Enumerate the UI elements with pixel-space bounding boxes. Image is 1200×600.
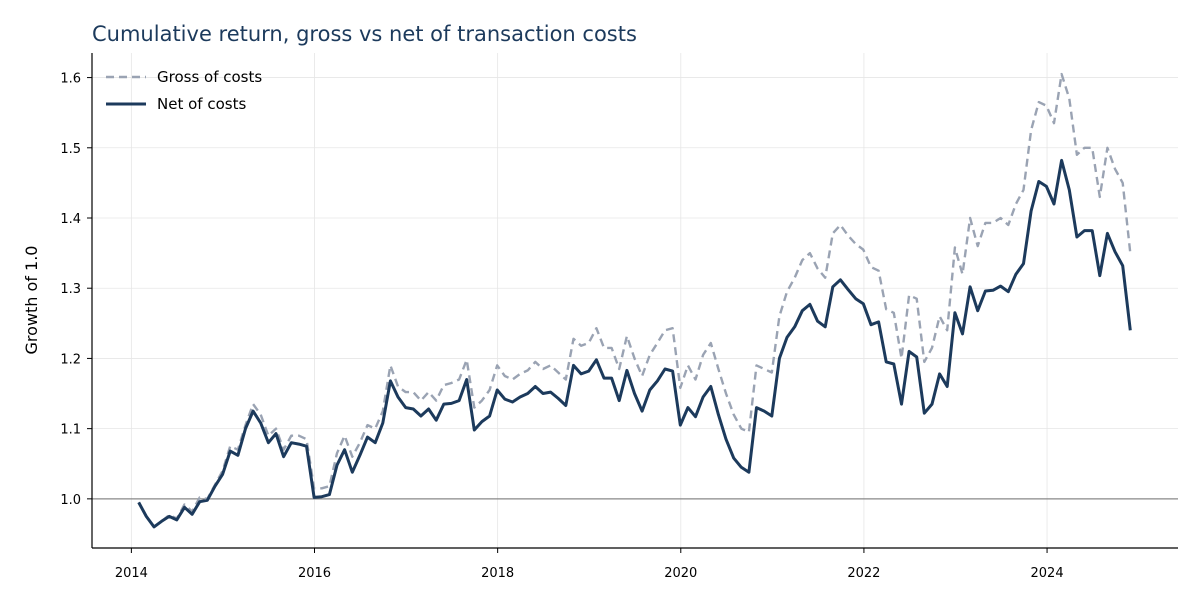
y-tick-label: 1.5 (60, 142, 81, 157)
x-tick-label: 2022 (847, 566, 880, 581)
y-tick-label: 1.6 (60, 72, 81, 87)
y-tick-label: 1.0 (60, 493, 81, 508)
legend-label-gross: Gross of costs (157, 68, 262, 86)
x-tick-label: 2020 (664, 566, 697, 581)
y-tick-label: 1.4 (60, 212, 81, 227)
x-tick-label: 2016 (298, 566, 331, 581)
series-lines (137, 72, 1132, 529)
ticks: 2014 2016 2018 2020 2022 2024 1.0 1.1 1.2 1.3 1.4 1… (60, 72, 1063, 581)
y-tick-label: 1.1 (60, 423, 81, 438)
legend-label-net: Net of costs (157, 95, 246, 113)
x-tick-label: 2014 (115, 566, 148, 581)
x-tick-label: 2018 (481, 566, 514, 581)
chart-title: Cumulative return, gross vs net of trans… (92, 22, 637, 46)
grid (92, 53, 1178, 548)
axes (91, 53, 1178, 549)
series-line-net (137, 158, 1132, 529)
y-tick-label: 1.3 (60, 282, 81, 297)
series-line-gross (137, 72, 1132, 529)
y-tick-label: 1.2 (60, 352, 81, 367)
legend: Gross of costs Net of costs (106, 68, 262, 113)
y-axis-label: Growth of 1.0 (22, 246, 41, 355)
x-tick-label: 2024 (1031, 566, 1064, 581)
